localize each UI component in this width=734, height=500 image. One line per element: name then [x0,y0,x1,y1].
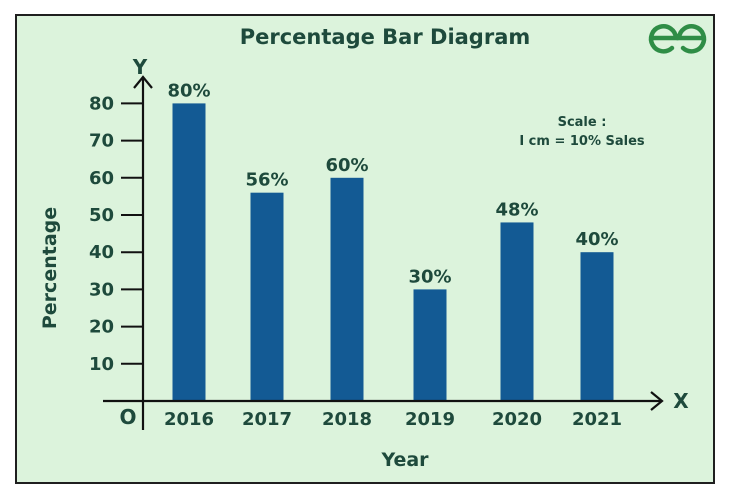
x-axis-arrow [650,391,664,411]
bar-2020 [500,222,534,401]
x-axis-letter: X [673,389,689,413]
y-tick-label-70: 70 [89,131,114,152]
y-tick-label-20: 20 [89,317,114,338]
y-tick-label-30: 30 [89,279,114,300]
data-label-2017: 56% [245,170,288,191]
data-label-2019: 30% [408,266,451,287]
data-label-2021: 40% [575,229,618,250]
chart-title: Percentage Bar Diagram [240,25,531,49]
y-tick-label-40: 40 [89,242,114,263]
data-label-2020: 48% [495,199,538,220]
x-tick-label-2016: 2016 [164,409,214,430]
bar-2016 [172,103,206,402]
geeksforgeeks-logo [648,24,707,54]
bar-2017 [250,192,284,401]
y-tick-label-10: 10 [89,354,114,375]
data-label-2016: 80% [167,80,210,101]
y-axis-letter: Y [132,55,148,79]
y-tick-label-50: 50 [89,205,114,226]
x-tick-label-2018: 2018 [322,409,372,430]
x-tick-label-2020: 2020 [492,409,542,430]
x-tick-label-2017: 2017 [242,409,292,430]
y-tick-label-60: 60 [89,168,114,189]
scale-label: Scale : [558,115,607,130]
x-axis-title: Year [380,449,429,471]
x-tick-label-2021: 2021 [572,409,622,430]
x-tick-label-2019: 2019 [405,409,455,430]
bar-2021 [580,252,614,401]
data-label-2018: 60% [325,155,368,176]
chart-frame [15,14,715,484]
origin-label: O [119,405,136,429]
bar-2018 [330,177,364,401]
y-axis-title: Percentage [39,207,61,329]
y-axis-arrow [133,75,153,89]
scale-value: I cm = 10% Sales [519,134,645,149]
bar-2019 [413,289,447,401]
y-tick-label-80: 80 [89,93,114,114]
